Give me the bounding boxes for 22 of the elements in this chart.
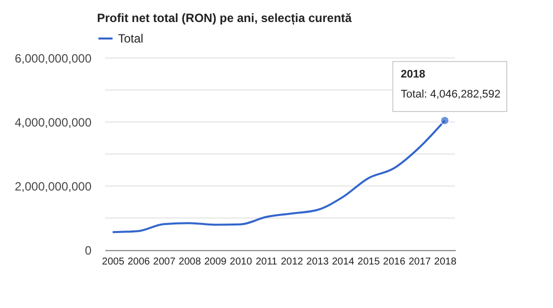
chart-title: Profit net total (RON) pe ani, selecția curentă (97, 11, 352, 25)
y-tick-label: 4,000,000,000 (14, 116, 92, 130)
x-tick-label: 2005 (102, 256, 125, 268)
legend-label: Total (118, 32, 144, 46)
y-tick-label: 2,000,000,000 (14, 180, 92, 194)
y-tick-label: 6,000,000,000 (14, 52, 92, 66)
x-tick-label: 2012 (280, 256, 304, 268)
annotation: Total: 4,046,282,592 (400, 88, 500, 101)
x-tick-label: 2018 (434, 256, 457, 268)
x-tick-label: 2007 (153, 256, 176, 268)
x-tick-label: 2011 (256, 256, 278, 268)
annotation: 2018 (400, 68, 426, 81)
x-tick-label: 2006 (128, 256, 150, 268)
x-tick-label: 2017 (408, 256, 432, 268)
x-tick-label: 2009 (204, 256, 227, 268)
x-tick-label: 2016 (383, 256, 406, 268)
x-tick-label: 2010 (230, 256, 252, 268)
x-tick-label: 2015 (358, 256, 380, 268)
x-tick-label: 2013 (306, 256, 330, 268)
x-tick-label: 2014 (332, 256, 355, 268)
y-tick-label: 0 (84, 244, 92, 258)
x-tick-label: 2008 (178, 256, 202, 268)
